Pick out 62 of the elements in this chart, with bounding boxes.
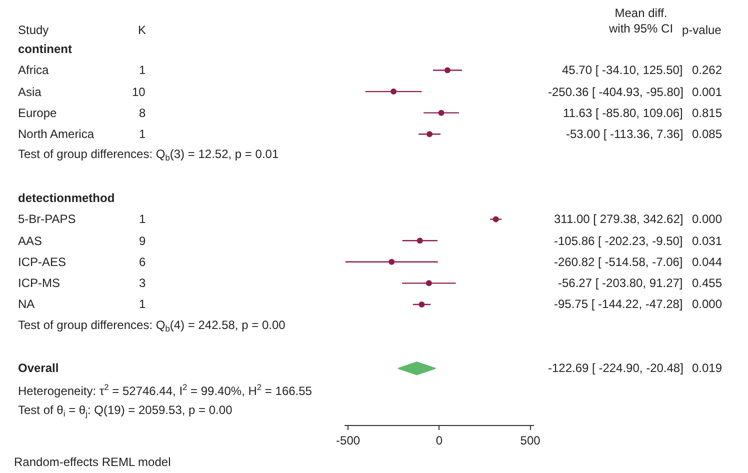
point <box>426 131 433 138</box>
text: -122.69 [ -224.90, -20.48] <box>548 361 684 375</box>
text: 9 <box>139 234 146 248</box>
text: 1 <box>139 63 146 77</box>
x-tick-label: 500 <box>520 433 541 448</box>
text: 3 <box>139 276 146 290</box>
y-tick-label: Test of group differences: Q$_{b}$(4) = 242.58, p = 0.00 <box>18 318 286 334</box>
text: -53.00 [ -113.36, 7.36] <box>566 127 684 141</box>
point <box>418 301 425 308</box>
point <box>492 216 499 222</box>
text: 0.085 <box>692 127 722 141</box>
text: 0.262 <box>692 63 722 77</box>
text: 0.001 <box>692 85 722 99</box>
text: -105.86 [ -202.23, -9.50] <box>554 234 683 248</box>
text: Mean diff. with 95% CI <box>608 6 674 36</box>
text: 0.000 <box>692 297 722 311</box>
y-tick-label: ICP-MS <box>18 276 60 290</box>
y-tick-label: NA <box>18 297 35 311</box>
y-tick-label: North America <box>18 127 94 141</box>
y-tick-label: continent <box>18 42 72 56</box>
point <box>426 280 432 286</box>
y-tick-label: Africa <box>18 63 49 77</box>
text: 11.63 [ -85.80, 109.06] <box>563 106 683 120</box>
text: 0.044 <box>692 255 722 269</box>
text: -250.36 [ -404.93, -95.80] <box>548 85 684 99</box>
text: 1 <box>139 127 146 141</box>
x-tick-label: -500 <box>336 433 360 448</box>
text: -260.82 [ -514.58, -7.06] <box>554 255 683 269</box>
text: -95.75 [ -144.22, -47.28] <box>554 297 683 311</box>
point <box>444 67 451 74</box>
text: -56.27 [ -203.80, 91.27] <box>558 276 683 290</box>
y-tick-label: Overall <box>18 361 59 375</box>
text: 10 <box>132 85 146 99</box>
text: 1 <box>139 297 146 311</box>
text: 0.031 <box>692 234 722 248</box>
y-tick-label: AAS <box>18 234 42 248</box>
y-tick-label: Heterogeneity: τ$^{2}$ = 52746.44, I$^{2}$ = 99.40%, H$^{2}$ = 166.55 <box>18 382 312 398</box>
y-tick-label: Asia <box>18 85 42 99</box>
y-tick-label: detectionmethod <box>18 191 115 205</box>
text: 6 <box>139 255 146 269</box>
x-tick-label: 0 <box>436 433 443 448</box>
point <box>438 110 444 116</box>
y-tick-label: Test of θ$_{i}$ = θ$_{j}$: Q(19) = 2059.53, p = 0.00 <box>18 403 233 419</box>
point <box>416 238 423 244</box>
text: 8 <box>139 106 146 120</box>
point <box>388 258 395 265</box>
text: Study <box>18 23 49 37</box>
text: 311.00 [ 279.38, 342.62] <box>554 212 684 226</box>
text: p-value <box>682 23 722 37</box>
text: 0.815 <box>692 106 722 120</box>
text: 0.019 <box>692 361 722 375</box>
y-tick-label: Test of group differences: Q$_{b}$(3) = 12.52, p = 0.01 <box>18 147 279 163</box>
text: 0.000 <box>692 212 722 226</box>
text: 0.455 <box>692 276 722 290</box>
text: K <box>138 23 146 37</box>
y-tick-label: Europe <box>18 106 58 120</box>
y-tick-label: 5-Br-PAPS <box>18 212 76 226</box>
text: 1 <box>139 212 146 226</box>
text: 45.70 [ -34.10, 125.50] <box>562 63 683 77</box>
point <box>390 88 397 95</box>
y-tick-label: ICP-AES <box>18 255 66 269</box>
text: Random-effects REML model <box>14 455 171 469</box>
